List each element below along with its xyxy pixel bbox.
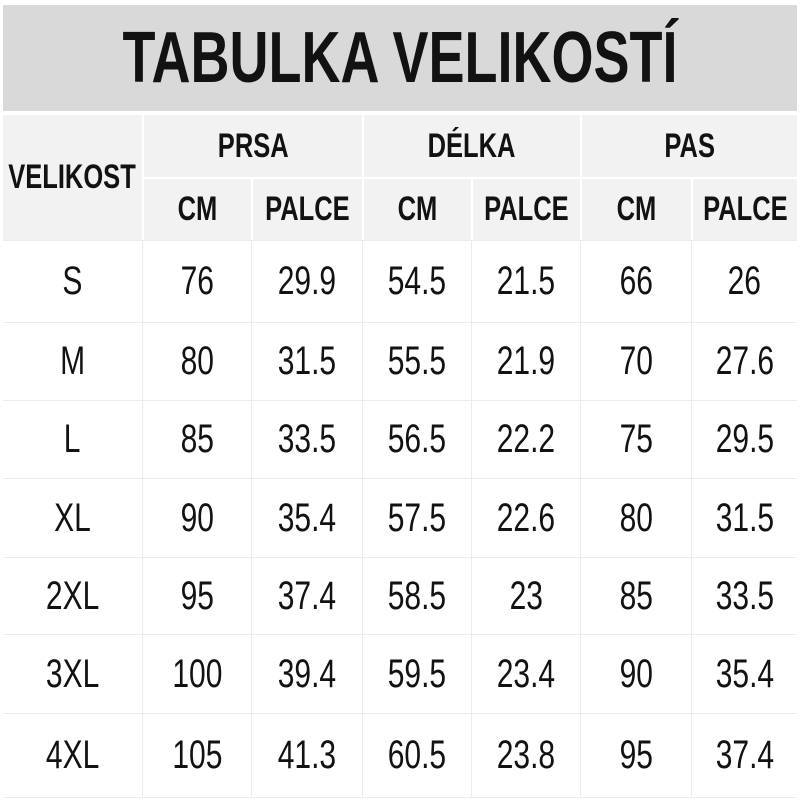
value-cell: 90 bbox=[580, 634, 691, 713]
value-cell: 22.6 bbox=[471, 478, 580, 557]
value-cell: 35.4 bbox=[251, 478, 362, 557]
value-cell: 70 bbox=[580, 322, 691, 400]
size-cell: S bbox=[3, 240, 142, 322]
value-cell: 29.9 bbox=[251, 240, 362, 322]
value-cell: 41.3 bbox=[251, 713, 362, 797]
value-cell: 85 bbox=[142, 400, 251, 478]
value-cell: 29.5 bbox=[691, 400, 797, 478]
unit-header-pas-palce: PALCE bbox=[691, 177, 797, 240]
value-cell: 58.5 bbox=[362, 557, 471, 634]
column-group-pas: PAS bbox=[580, 115, 797, 177]
value-cell: 31.5 bbox=[691, 478, 797, 557]
value-cell: 55.5 bbox=[362, 322, 471, 400]
size-table: VELIKOST PRSA DÉLKA PAS CM PALCE CM PALC… bbox=[3, 115, 797, 798]
size-cell: 2XL bbox=[3, 557, 142, 634]
value-cell: 57.5 bbox=[362, 478, 471, 557]
value-cell: 105 bbox=[142, 713, 251, 797]
value-cell: 21.5 bbox=[471, 240, 580, 322]
unit-header-prsa-cm: CM bbox=[142, 177, 251, 240]
value-cell: 80 bbox=[580, 478, 691, 557]
value-cell: 33.5 bbox=[251, 400, 362, 478]
value-cell: 33.5 bbox=[691, 557, 797, 634]
value-cell: 31.5 bbox=[251, 322, 362, 400]
size-cell: L bbox=[3, 400, 142, 478]
page-title-text: TABULKA VELIKOSTÍ bbox=[122, 18, 678, 98]
column-group-prsa: PRSA bbox=[142, 115, 362, 177]
value-cell: 75 bbox=[580, 400, 691, 478]
value-cell: 90 bbox=[142, 478, 251, 557]
value-cell: 100 bbox=[142, 634, 251, 713]
value-cell: 85 bbox=[580, 557, 691, 634]
value-cell: 23.8 bbox=[471, 713, 580, 797]
value-cell: 23.4 bbox=[471, 634, 580, 713]
size-chart-page: TABULKA VELIKOSTÍ VELIKOST PRSA DÉLKA PA… bbox=[0, 5, 800, 800]
value-cell: 22.2 bbox=[471, 400, 580, 478]
unit-header-prsa-palce: PALCE bbox=[251, 177, 362, 240]
unit-header-pas-cm: CM bbox=[580, 177, 691, 240]
unit-header-delka-cm: CM bbox=[362, 177, 471, 240]
column-header-velikost: VELIKOST bbox=[3, 115, 142, 240]
size-cell: XL bbox=[3, 478, 142, 557]
value-cell: 76 bbox=[142, 240, 251, 322]
value-cell: 26 bbox=[691, 240, 797, 322]
size-cell: M bbox=[3, 322, 142, 400]
value-cell: 21.9 bbox=[471, 322, 580, 400]
value-cell: 23 bbox=[471, 557, 580, 634]
value-cell: 35.4 bbox=[691, 634, 797, 713]
value-cell: 37.4 bbox=[251, 557, 362, 634]
value-cell: 80 bbox=[142, 322, 251, 400]
value-cell: 59.5 bbox=[362, 634, 471, 713]
value-cell: 95 bbox=[142, 557, 251, 634]
size-cell: 4XL bbox=[3, 713, 142, 797]
title-banner: TABULKA VELIKOSTÍ bbox=[3, 5, 797, 111]
page-title: TABULKA VELIKOSTÍ bbox=[30, 17, 770, 99]
value-cell: 37.4 bbox=[691, 713, 797, 797]
value-cell: 56.5 bbox=[362, 400, 471, 478]
value-cell: 54.5 bbox=[362, 240, 471, 322]
unit-header-delka-palce: PALCE bbox=[471, 177, 580, 240]
value-cell: 95 bbox=[580, 713, 691, 797]
value-cell: 60.5 bbox=[362, 713, 471, 797]
size-cell: 3XL bbox=[3, 634, 142, 713]
value-cell: 39.4 bbox=[251, 634, 362, 713]
value-cell: 27.6 bbox=[691, 322, 797, 400]
column-group-delka: DÉLKA bbox=[362, 115, 580, 177]
value-cell: 66 bbox=[580, 240, 691, 322]
